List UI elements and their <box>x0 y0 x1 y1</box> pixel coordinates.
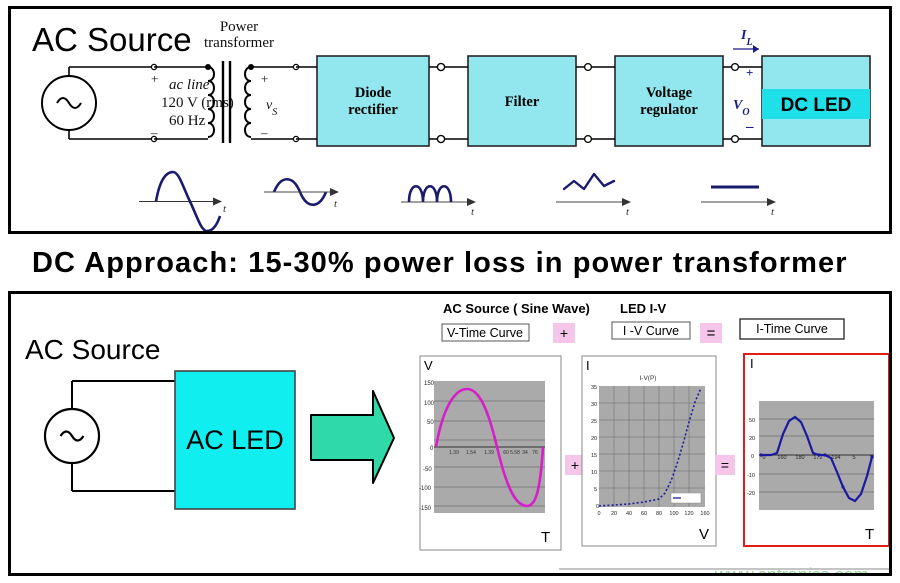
svg-text:0: 0 <box>597 511 600 517</box>
svg-text:DC LED: DC LED <box>781 95 852 116</box>
svg-text:30: 30 <box>591 402 597 408</box>
svg-text:=: = <box>721 457 729 473</box>
svg-text:I-V(P): I-V(P) <box>640 375 657 382</box>
svg-text:Diode: Diode <box>355 85 392 101</box>
svg-text:I: I <box>586 358 590 373</box>
svg-text:I -V Curve: I -V Curve <box>623 324 679 338</box>
svg-text:Voltage: Voltage <box>646 85 693 101</box>
svg-text:60: 60 <box>503 450 509 456</box>
svg-text:I: I <box>750 356 754 371</box>
svg-text:-20: -20 <box>747 491 755 497</box>
svg-text:t: t <box>334 198 338 210</box>
svg-text:Power: Power <box>220 19 258 35</box>
svg-text:–: – <box>260 125 268 140</box>
svg-text:20: 20 <box>591 436 597 442</box>
svg-text:15: 15 <box>591 453 597 459</box>
svg-text:150: 150 <box>424 381 435 387</box>
svg-text:T: T <box>865 526 874 543</box>
svg-text:60: 60 <box>641 511 647 517</box>
svg-text:rectifier: rectifier <box>348 102 398 118</box>
svg-text:IL: IL <box>740 28 753 48</box>
svg-text:+: + <box>151 71 158 86</box>
svg-text:50: 50 <box>749 418 755 424</box>
svg-text:-150: -150 <box>419 506 432 512</box>
svg-text:V: V <box>699 526 709 543</box>
svg-text:T: T <box>541 529 550 546</box>
svg-text:100: 100 <box>669 511 678 517</box>
svg-text:-50: -50 <box>423 467 432 473</box>
svg-text:76: 76 <box>532 450 538 456</box>
svg-text:AC Source: AC Source <box>25 334 160 365</box>
svg-text:transformer: transformer <box>204 35 274 51</box>
svg-text:Filter: Filter <box>505 94 540 110</box>
svg-text:t: t <box>771 206 775 218</box>
svg-text:180: 180 <box>795 455 804 461</box>
svg-text:160: 160 <box>700 511 709 517</box>
svg-text:+: + <box>261 71 268 86</box>
svg-text:5: 5 <box>594 487 597 493</box>
svg-text:VO: VO <box>733 98 750 118</box>
svg-text:80: 80 <box>656 511 662 517</box>
svg-text:20: 20 <box>611 511 617 517</box>
svg-text:0: 0 <box>751 454 754 460</box>
svg-text:t: t <box>471 206 475 218</box>
svg-text:regulator: regulator <box>640 102 698 118</box>
svg-text:40: 40 <box>626 511 632 517</box>
svg-text:0: 0 <box>596 504 599 510</box>
svg-text:5.58: 5.58 <box>510 450 520 456</box>
svg-text:-100: -100 <box>419 486 432 492</box>
svg-text:100: 100 <box>424 401 435 407</box>
svg-text:ac line: ac line <box>169 77 210 93</box>
svg-text:+: + <box>571 457 579 473</box>
svg-text:t: t <box>626 206 630 218</box>
svg-text:www.cntronics.com: www.cntronics.com <box>714 565 868 576</box>
svg-text:vS: vS <box>266 98 277 118</box>
svg-text:34: 34 <box>522 450 528 456</box>
svg-text:V: V <box>424 358 433 373</box>
svg-text:LED I-V: LED I-V <box>620 301 667 316</box>
svg-text:5: 5 <box>852 455 855 461</box>
svg-text:V-Time Curve: V-Time Curve <box>447 326 523 340</box>
svg-text:1.54: 1.54 <box>466 450 476 456</box>
svg-text:10: 10 <box>591 470 597 476</box>
svg-text:–: – <box>745 119 754 135</box>
svg-text:25: 25 <box>591 419 597 425</box>
svg-text:1.39: 1.39 <box>449 450 459 456</box>
svg-text:35: 35 <box>591 385 597 391</box>
svg-text:1.39: 1.39 <box>484 450 494 456</box>
svg-text:I-Time Curve: I-Time Curve <box>756 322 828 336</box>
svg-text:50: 50 <box>427 420 434 426</box>
svg-text:=: = <box>707 325 716 342</box>
svg-text:+: + <box>560 325 568 341</box>
svg-text:AC Source ( Sine Wave): AC Source ( Sine Wave) <box>443 301 590 316</box>
svg-text:60 Hz: 60 Hz <box>169 113 206 129</box>
svg-text:20: 20 <box>749 436 755 442</box>
svg-text:AC LED: AC LED <box>186 425 284 455</box>
svg-text:160: 160 <box>777 455 786 461</box>
svg-text:t: t <box>223 203 227 215</box>
svg-text:-10: -10 <box>747 473 755 479</box>
svg-text:AC Source: AC Source <box>32 21 192 58</box>
svg-text:120: 120 <box>684 511 693 517</box>
svg-text:+: + <box>746 65 753 80</box>
svg-text:–: – <box>150 125 158 140</box>
